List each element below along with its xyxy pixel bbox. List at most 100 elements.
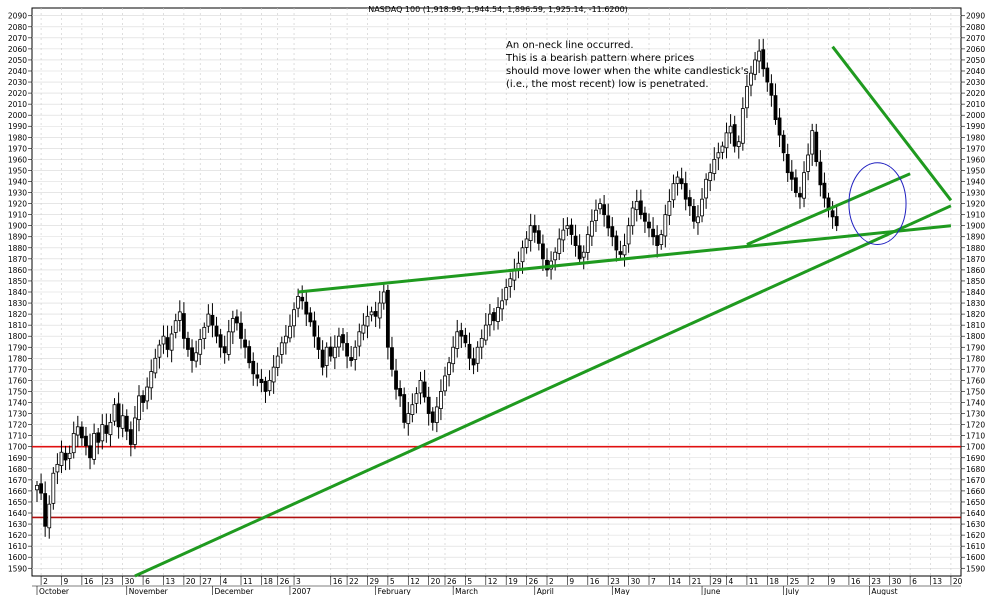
candle-body bbox=[59, 451, 64, 466]
y-tick-label-right: 1690 bbox=[966, 454, 985, 463]
candle-body bbox=[214, 325, 219, 337]
x-day-label: 27 bbox=[202, 577, 212, 586]
annotation-text: An on-neck line occurred. This is a bear… bbox=[505, 40, 749, 90]
candle-body bbox=[594, 209, 598, 221]
x-month-label: May bbox=[614, 587, 630, 595]
candle-body bbox=[255, 374, 260, 379]
candle-body bbox=[467, 343, 472, 359]
candle-body bbox=[777, 117, 782, 136]
annotation-line-4: (i.e., the most recent) low is penetrate… bbox=[506, 79, 709, 90]
candle-body bbox=[830, 210, 835, 218]
x-day-label: 16 bbox=[851, 577, 861, 586]
y-tick-label-right: 1840 bbox=[966, 288, 985, 297]
candle-body bbox=[720, 145, 725, 153]
x-month-label: December bbox=[214, 587, 254, 595]
candle-body bbox=[691, 206, 696, 222]
candle-body bbox=[455, 331, 460, 349]
y-tick-label-left: 2050 bbox=[8, 56, 27, 65]
x-day-label: 12 bbox=[410, 577, 420, 586]
candle-body bbox=[598, 203, 602, 210]
y-tick-label-right: 1810 bbox=[966, 321, 985, 330]
trendline bbox=[831, 45, 953, 202]
candle-body bbox=[683, 183, 688, 200]
candle-body bbox=[802, 172, 806, 199]
candle-body bbox=[394, 370, 398, 390]
candle-body bbox=[589, 220, 594, 237]
y-tick-label-right: 2040 bbox=[966, 67, 985, 76]
x-day-label: 16 bbox=[333, 577, 343, 586]
candle-body bbox=[235, 316, 239, 324]
y-tick-label-left: 1610 bbox=[8, 542, 27, 551]
candle-body bbox=[218, 334, 223, 348]
y-tick-label-right: 1880 bbox=[966, 244, 985, 253]
y-tick-label-left: 1600 bbox=[8, 553, 27, 562]
candle-body bbox=[541, 243, 545, 260]
x-day-label: 30 bbox=[892, 577, 902, 586]
x-month-label: March bbox=[455, 587, 478, 595]
y-tick-label-right: 1980 bbox=[966, 133, 985, 142]
y-tick-label-right: 2020 bbox=[966, 89, 985, 98]
candle-body bbox=[96, 432, 101, 443]
y-tick-label-left: 2000 bbox=[8, 111, 27, 120]
highlight-circle bbox=[848, 162, 907, 245]
candle-body bbox=[385, 289, 390, 348]
candle-body bbox=[288, 325, 292, 339]
candle-body bbox=[643, 212, 647, 222]
y-tick-label-right: 1700 bbox=[966, 443, 985, 452]
x-day-label: 29 bbox=[369, 577, 379, 586]
y-tick-label-left: 1760 bbox=[8, 376, 27, 385]
candle-body bbox=[618, 251, 623, 255]
x-month-label: April bbox=[537, 587, 554, 595]
candle-body bbox=[434, 406, 439, 423]
trendlines bbox=[134, 45, 953, 578]
y-tick-label-right: 1770 bbox=[966, 365, 985, 374]
candle-body bbox=[337, 335, 341, 348]
candle-body bbox=[279, 342, 284, 355]
candle-body bbox=[761, 49, 766, 70]
y-tick-label-right: 1610 bbox=[966, 542, 985, 551]
candle-body bbox=[810, 130, 815, 155]
candle-body bbox=[439, 391, 443, 409]
candle-body bbox=[492, 312, 496, 322]
x-day-label: 16 bbox=[590, 577, 600, 586]
x-axis: 2 9 16 23 30 6 13 20 27 4 11 18 26 3 16 22 29 5 12 20 26 5 12 1… bbox=[32, 576, 963, 595]
y-tick-label-right: 1590 bbox=[966, 564, 985, 573]
y-tick-label-left: 1910 bbox=[8, 211, 27, 220]
candle-body bbox=[724, 132, 729, 149]
y-tick-label-right: 2060 bbox=[966, 45, 985, 54]
candle-body bbox=[402, 394, 407, 423]
horizontal-lines bbox=[32, 445, 961, 519]
candle-body bbox=[667, 200, 672, 216]
x-day-label: 25 bbox=[790, 577, 800, 586]
candle-body bbox=[230, 318, 235, 333]
y-tick-label-right: 1990 bbox=[966, 122, 985, 131]
candle-body bbox=[365, 315, 370, 327]
candle-body bbox=[418, 380, 423, 394]
x-day-label: 30 bbox=[631, 577, 641, 586]
candle-body bbox=[785, 153, 790, 174]
y-tick-label-left: 1800 bbox=[8, 332, 27, 341]
candle-body bbox=[283, 335, 288, 344]
x-day-label: 19 bbox=[508, 577, 518, 586]
candle-body bbox=[92, 433, 97, 460]
candle-body bbox=[345, 343, 349, 357]
y-tick-label-left: 1740 bbox=[8, 399, 27, 408]
candle-body bbox=[251, 360, 256, 375]
y-tick-label-right: 1730 bbox=[966, 410, 985, 419]
y-tick-label-right: 1830 bbox=[966, 299, 985, 308]
x-month-label: July bbox=[785, 587, 800, 595]
x-day-label: 9 bbox=[63, 577, 68, 586]
candle-body bbox=[259, 378, 264, 384]
candle-body bbox=[630, 207, 635, 227]
candle-body bbox=[638, 200, 643, 216]
candle-body bbox=[818, 161, 823, 186]
y-tick-label-left: 1940 bbox=[8, 177, 27, 186]
candle-body bbox=[426, 396, 431, 414]
x-month-label: February bbox=[378, 587, 412, 595]
x-day-label: 20 bbox=[186, 577, 196, 586]
candle-body bbox=[239, 322, 243, 339]
y-tick-label-right: 2050 bbox=[966, 56, 985, 65]
candle-body bbox=[749, 72, 753, 86]
y-tick-label-left: 1680 bbox=[8, 465, 27, 474]
